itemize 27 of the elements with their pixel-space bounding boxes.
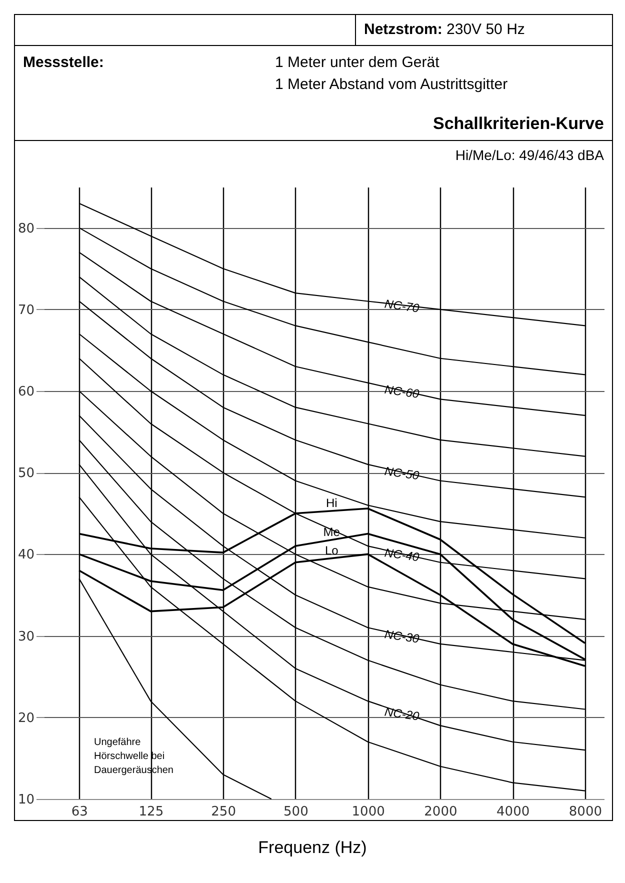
x-tick-label: 1000: [352, 804, 385, 820]
x-tick-label: 63: [71, 804, 88, 820]
x-tick-label: 125: [138, 804, 164, 820]
text: Hi/Me/Lo: 49/46/43 dBA: [454, 146, 605, 165]
y-tick-label: 20: [18, 710, 34, 726]
x-axis-title: Frequenz (Hz): [257, 838, 368, 858]
x-tick-label: 2000: [424, 804, 458, 820]
chart-title: Schallkriterien-Kurve: [432, 114, 604, 134]
y-tick-label: 60: [18, 384, 34, 400]
text: 1 Meter unter dem Gerät: [275, 54, 440, 71]
x-tick-label: 250: [211, 804, 236, 820]
y-tick-label: 10: [18, 792, 34, 808]
text: NC-20: [384, 704, 420, 724]
series-label: Me: [323, 524, 340, 539]
x-tick-label: 500: [284, 804, 308, 820]
text: 1 Meter Abstand vom Austrittsgitter: [275, 76, 508, 93]
y-tick-label: 50: [18, 466, 34, 482]
x-tick-label: 4000: [496, 804, 530, 820]
text: Netzstrom: 230V 50 Hz: [363, 20, 526, 40]
y-tick-label: 80: [18, 221, 34, 236]
y-tick-label: 40: [18, 548, 34, 563]
series-label: Lo: [324, 543, 339, 558]
series-label: Hi: [326, 496, 338, 510]
text: Messstelle:: [23, 54, 104, 71]
y-tick-label: 70: [18, 302, 34, 318]
y-tick-label: 30: [18, 629, 34, 644]
x-tick-label: 8000: [568, 804, 602, 820]
